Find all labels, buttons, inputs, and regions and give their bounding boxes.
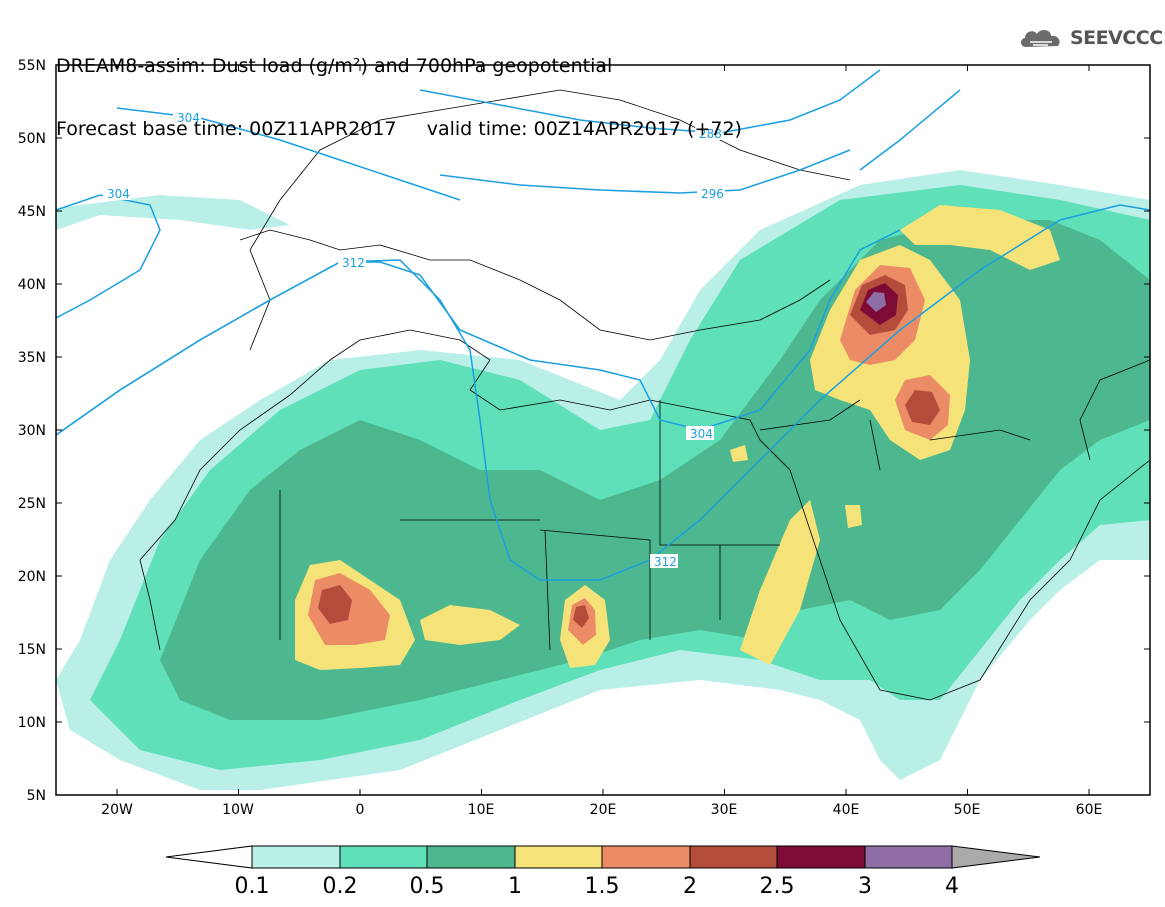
lat-labels: 55N 50N 45N 40N 35N 30N 25N 20N 15N 10N … [18, 58, 46, 804]
colorbar-label: 2 [683, 874, 697, 899]
colorbar-label: 0.2 [323, 874, 358, 899]
colorbar-label: 0.5 [410, 874, 445, 899]
lon-label: 50E [954, 802, 981, 818]
lat-label: 20N [18, 569, 46, 585]
contour-labels: 304 304 312 288 296 304 312 [103, 110, 725, 569]
lat-label: 45N [18, 204, 46, 220]
lon-label: 10E [468, 802, 495, 818]
lat-label: 5N [27, 788, 46, 804]
lat-label: 25N [18, 496, 46, 512]
colorbar-bin [689, 845, 778, 869]
lon-label: 20W [101, 802, 133, 818]
contour-label: 312 [654, 555, 677, 569]
colorbar-label: 4 [945, 874, 959, 899]
logo-text: SEEVCCC [1070, 27, 1163, 49]
axis-ticks [56, 64, 1150, 796]
lat-label: 10N [18, 715, 46, 731]
dust-field [56, 65, 1150, 795]
lat-label: 30N [18, 423, 46, 439]
lat-label: 50N [18, 131, 46, 147]
lon-label: 30E [711, 802, 738, 818]
contour-label: 304 [107, 187, 130, 201]
colorbar-high-arrow [951, 845, 1041, 869]
colorbar-label: 1.5 [585, 874, 620, 899]
contour-label: 304 [690, 427, 713, 441]
contour-label: 312 [342, 256, 365, 270]
lat-label: 55N [18, 58, 46, 74]
title-line-2: Forecast base time: 00Z11APR2017 valid t… [56, 118, 742, 140]
lon-label: 20E [590, 802, 617, 818]
colorbar-label: 0.1 [235, 874, 270, 899]
colorbar-bin [864, 845, 953, 869]
colorbar: 0.1 0.2 0.5 1 1.5 2 2.5 3 4 [165, 845, 1041, 899]
lat-label: 35N [18, 350, 46, 366]
contour-label: 296 [701, 187, 724, 201]
cloud-icon [1020, 30, 1060, 47]
colorbar-label: 3 [858, 874, 872, 899]
lon-label: 40E [833, 802, 860, 818]
lat-label: 40N [18, 277, 46, 293]
colorbar-bin [339, 845, 428, 869]
colorbar-bin [251, 845, 341, 869]
contour-label: 288 [699, 127, 722, 141]
colorbar-label: 1 [508, 874, 522, 899]
seevccc-logo: SEEVCCC [1018, 25, 1163, 51]
colorbar-bin [601, 845, 691, 869]
title-line-1: DREAM8-assim: Dust load (g/m²) and 700hP… [56, 55, 613, 77]
colorbar-label: 2.5 [760, 874, 795, 899]
colorbar-low-arrow [165, 845, 253, 869]
colorbar-bin [776, 845, 866, 869]
lon-label: 60E [1076, 802, 1103, 818]
contour-label: 304 [177, 111, 200, 125]
coastlines [139, 89, 1150, 701]
lon-label: 10W [222, 802, 254, 818]
colorbar-bin [514, 845, 603, 869]
map-title: DREAM8-assim: Dust load (g/m²) and 700hP… [56, 14, 742, 161]
lon-labels: 20W 10W 0 10E 20E 30E 40E 50E 60E [101, 802, 1102, 818]
lat-label: 15N [18, 642, 46, 658]
colorbar-bin [426, 845, 516, 869]
lon-label: 0 [356, 802, 365, 818]
